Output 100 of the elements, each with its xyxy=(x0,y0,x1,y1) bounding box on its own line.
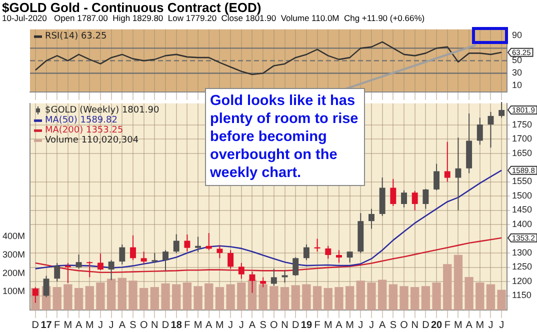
bar xyxy=(161,283,170,310)
candlestick xyxy=(228,250,234,270)
bar xyxy=(497,290,506,310)
bar xyxy=(226,284,235,310)
bar xyxy=(302,284,311,310)
candlestick xyxy=(390,178,396,206)
candlestick xyxy=(184,234,190,252)
bar xyxy=(367,282,376,310)
y-tick-label: 1700 xyxy=(512,134,532,144)
candlestick xyxy=(346,251,353,263)
y-tick-label: 1400 xyxy=(512,218,532,229)
bar xyxy=(215,287,224,310)
bar xyxy=(443,264,452,310)
bar xyxy=(237,282,246,310)
x-tick-label: 18 xyxy=(170,320,182,331)
x-tick-label: J xyxy=(228,320,234,331)
candlestick xyxy=(238,262,244,280)
x-tick-label: N xyxy=(151,320,158,331)
bar xyxy=(172,284,181,310)
x-tick-label: A xyxy=(378,320,386,331)
bar xyxy=(106,278,116,310)
x-tick-label: A xyxy=(466,320,473,331)
candlestick xyxy=(325,245,332,260)
y-tick-label: 1550 xyxy=(512,176,532,186)
x-tick-label: J xyxy=(499,320,504,331)
candlestick xyxy=(422,188,429,210)
candlestick xyxy=(119,244,126,265)
x-tick-label: A xyxy=(336,320,343,331)
x-tick-label: J xyxy=(98,320,103,331)
candlestick xyxy=(152,252,158,264)
x-tick-label: N xyxy=(281,320,288,331)
y-tick-label: 1450 xyxy=(512,204,532,215)
candlestick xyxy=(303,244,310,261)
candlestick xyxy=(488,111,494,148)
candlestick xyxy=(412,190,418,211)
bar xyxy=(74,288,84,310)
candlestick xyxy=(282,270,288,284)
x-tick-label: J xyxy=(238,320,244,331)
y-tick-label: 1650 xyxy=(512,148,532,158)
x-tick-label: J xyxy=(108,320,114,331)
x-tick-label: A xyxy=(118,320,126,331)
x-tick-label: O xyxy=(270,320,278,331)
x-tick-label: M xyxy=(194,320,202,331)
bar xyxy=(476,282,484,310)
candlestick xyxy=(292,256,299,276)
bar xyxy=(334,287,344,310)
legend-label: Volume 110,020,304 xyxy=(45,136,139,146)
x-tick-label: D xyxy=(32,320,40,331)
bar xyxy=(270,286,278,310)
candlestick xyxy=(434,163,440,191)
x-tick-label: A xyxy=(75,320,82,331)
x-tick-label: D xyxy=(162,320,170,331)
candlestick xyxy=(476,117,483,146)
bar xyxy=(182,282,192,310)
candlestick xyxy=(498,101,505,118)
candlestick xyxy=(86,261,93,278)
y2-tick-label: 400M xyxy=(2,231,25,242)
x-tick-label: N xyxy=(411,320,418,331)
bar xyxy=(291,285,300,310)
y-tick-label: 1300 xyxy=(512,247,532,258)
candlestick xyxy=(270,268,277,286)
x-tick-label: M xyxy=(324,320,332,331)
bar xyxy=(345,286,354,310)
y-tick-label: 10 xyxy=(512,80,522,90)
bar xyxy=(378,280,387,310)
bar xyxy=(85,286,94,310)
x-tick-label: 17 xyxy=(40,320,52,331)
candlestick xyxy=(368,208,374,230)
bar xyxy=(118,278,126,310)
y2-tick-label: 300M xyxy=(2,249,25,260)
bar xyxy=(324,288,332,310)
candlestick xyxy=(401,190,407,208)
legend-label: RSI(14) 63.25 xyxy=(45,32,107,42)
x-tick-label: A xyxy=(248,320,256,331)
bar xyxy=(464,276,474,310)
bar xyxy=(388,284,398,310)
bar xyxy=(128,280,138,310)
candlestick xyxy=(140,251,147,264)
x-tick-label: A xyxy=(206,320,213,331)
candlestick xyxy=(216,244,223,259)
bar xyxy=(64,284,72,310)
y-tick-label: 1250 xyxy=(512,262,532,272)
bar xyxy=(312,286,322,310)
x-tick-label: F xyxy=(184,320,190,331)
candlestick xyxy=(195,236,202,253)
y-tick-label: 1750 xyxy=(512,119,532,130)
x-tick-label: F xyxy=(444,320,450,331)
y-tick-label: 1500 xyxy=(512,190,532,200)
x-tick-label: F xyxy=(314,320,320,331)
bar xyxy=(194,286,202,310)
x-tick-label: S xyxy=(390,320,397,331)
candlestick xyxy=(64,262,71,284)
bar xyxy=(486,284,496,310)
chart-title: $GOLD Gold - Continuous Contract (EOD) xyxy=(2,0,262,15)
y-tick-label: 1150 xyxy=(512,290,532,300)
x-tick-label: M xyxy=(85,320,94,331)
bar xyxy=(204,283,214,310)
bar xyxy=(356,280,365,310)
bar xyxy=(454,254,463,310)
bar xyxy=(52,287,62,310)
